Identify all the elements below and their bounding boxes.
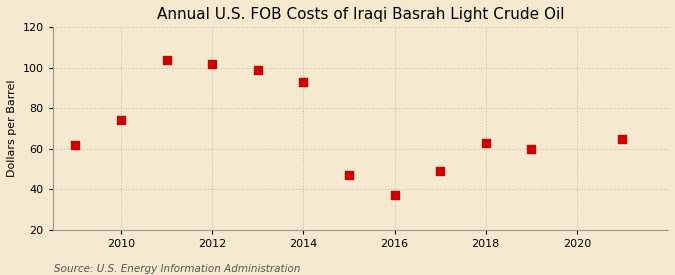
Point xyxy=(70,142,81,147)
Point xyxy=(298,80,308,84)
Point xyxy=(161,57,172,62)
Point xyxy=(344,173,354,177)
Y-axis label: Dollars per Barrel: Dollars per Barrel xyxy=(7,80,17,177)
Point xyxy=(252,68,263,72)
Text: Source: U.S. Energy Information Administration: Source: U.S. Energy Information Administ… xyxy=(54,264,300,274)
Point xyxy=(617,136,628,141)
Title: Annual U.S. FOB Costs of Iraqi Basrah Light Crude Oil: Annual U.S. FOB Costs of Iraqi Basrah Li… xyxy=(157,7,564,22)
Point xyxy=(526,147,537,151)
Point xyxy=(435,169,446,173)
Point xyxy=(207,62,217,66)
Point xyxy=(389,193,400,197)
Point xyxy=(115,118,126,123)
Point xyxy=(481,141,491,145)
